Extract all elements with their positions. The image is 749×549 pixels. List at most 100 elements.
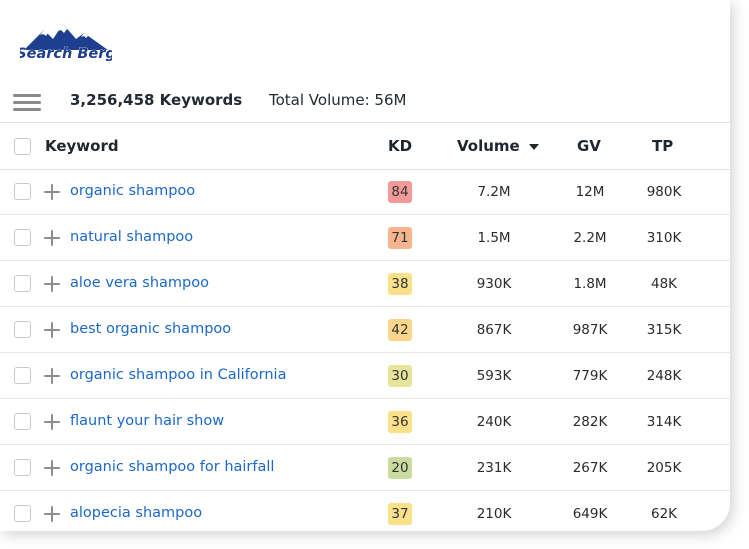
row-checkbox-cell: [14, 399, 31, 444]
gv-cell: 1.8M: [573, 275, 607, 292]
row-checkbox-cell: [14, 491, 31, 531]
keyword-cell: alopecia shampoo: [70, 491, 202, 531]
select-all-checkbox[interactable]: [14, 137, 31, 155]
tp-cell: 248K: [646, 367, 682, 384]
column-header-volume[interactable]: Volume: [457, 123, 539, 169]
volume-cell: 7.2M: [477, 183, 511, 200]
table-row: flaunt your hair show 36 240K 282K 314K: [0, 399, 730, 445]
keyword-cell: organic shampoo for hairfall: [70, 445, 274, 490]
tp-cell: 980K: [646, 183, 682, 200]
keyword-link[interactable]: aloe vera shampoo: [70, 274, 209, 291]
kd-cell: 30: [388, 353, 412, 398]
tp-cell: 315K: [646, 321, 682, 338]
keyword-cell: natural shampoo: [70, 215, 193, 260]
table-row: aloe vera shampoo 38 930K 1.8M 48K: [0, 261, 730, 307]
add-keyword-cell: [44, 215, 60, 260]
keyword-link[interactable]: flaunt your hair show: [70, 412, 225, 429]
gv-cell: 282K: [572, 413, 608, 430]
table-row: organic shampoo 84 7.2M 12M 980K: [0, 169, 730, 215]
keyword-cell: aloe vera shampoo: [70, 261, 209, 306]
keyword-link[interactable]: organic shampoo for hairfall: [70, 458, 275, 475]
mountain-logo-icon: Search Berg: [20, 24, 112, 62]
row-checkbox-cell: [14, 169, 31, 214]
summary-bar: 3,256,458 Keywords Total Volume: 56M: [0, 80, 730, 122]
total-volume: Total Volume: 56M: [269, 91, 407, 109]
table-row: organic shampoo for hairfall 20 231K 267…: [0, 445, 730, 491]
keyword-cell: organic shampoo: [70, 169, 195, 214]
volume-cell: 593K: [476, 367, 512, 384]
plus-icon[interactable]: [44, 459, 60, 476]
add-keyword-cell: [44, 307, 60, 352]
tp-cell: 205K: [646, 459, 682, 476]
plus-icon[interactable]: [44, 505, 60, 522]
plus-icon[interactable]: [44, 413, 60, 430]
column-header-keyword[interactable]: Keyword: [45, 137, 119, 155]
keyword-panel: Search Berg 3,256,458 Keywords Total Vol…: [0, 20, 730, 531]
gv-cell: 649K: [572, 505, 608, 522]
kd-badge: 30: [388, 364, 412, 387]
plus-icon[interactable]: [44, 275, 60, 292]
row-checkbox-cell: [14, 307, 31, 352]
plus-icon[interactable]: [44, 183, 60, 200]
volume-cell: 930K: [476, 275, 512, 292]
kd-badge: 42: [388, 318, 412, 341]
keyword-cell: flaunt your hair show: [70, 399, 224, 444]
gv-cell: 779K: [572, 367, 608, 384]
keyword-link[interactable]: best organic shampoo: [70, 321, 232, 337]
add-keyword-cell: [44, 399, 60, 444]
kd-cell: 42: [388, 307, 412, 352]
tp-cell: 48K: [650, 275, 678, 292]
gv-cell: 2.2M: [573, 229, 607, 246]
row-checkbox[interactable]: [14, 183, 31, 200]
row-checkbox[interactable]: [14, 505, 31, 522]
row-checkbox[interactable]: [14, 275, 31, 292]
row-checkbox[interactable]: [14, 367, 31, 384]
select-all-checkbox-cell: [14, 123, 31, 169]
tp-cell: 62K: [650, 505, 678, 522]
add-keyword-cell: [44, 491, 60, 531]
kd-badge: 36: [388, 410, 412, 433]
keyword-link[interactable]: organic shampoo: [70, 182, 196, 199]
add-keyword-cell: [44, 445, 60, 490]
kd-cell: 37: [388, 491, 412, 531]
row-checkbox-cell: [14, 215, 31, 260]
keyword-cell: best organic shampoo: [70, 307, 231, 352]
table-row: alopecia shampoo 37 210K 649K 62K: [0, 491, 730, 531]
table-row: best organic shampoo 42 867K 987K 315K: [0, 307, 730, 353]
kd-cell: 20: [388, 445, 412, 490]
search-berg-logo: Search Berg: [20, 20, 112, 66]
kd-badge: 84: [388, 180, 412, 203]
kd-cell: 36: [388, 399, 412, 444]
volume-cell: 231K: [476, 459, 512, 476]
tp-cell: 314K: [646, 413, 682, 430]
kd-cell: 71: [388, 215, 412, 260]
keyword-link[interactable]: alopecia shampoo: [70, 504, 203, 521]
plus-icon[interactable]: [44, 367, 60, 384]
tp-cell: 310K: [646, 229, 682, 246]
plus-icon[interactable]: [44, 229, 60, 246]
gv-cell: 987K: [572, 321, 608, 338]
column-header-gv[interactable]: GV: [577, 137, 601, 155]
plus-icon[interactable]: [44, 321, 60, 338]
table-header: Keyword KD Volume GV TP: [0, 122, 730, 170]
kd-cell: 38: [388, 261, 412, 306]
keyword-link[interactable]: organic shampoo in California: [70, 366, 287, 383]
row-checkbox[interactable]: [14, 229, 31, 246]
row-checkbox[interactable]: [14, 413, 31, 430]
keywords-count: 3,256,458 Keywords: [70, 91, 243, 109]
row-checkbox[interactable]: [14, 321, 31, 338]
kd-badge: 37: [388, 502, 412, 525]
row-checkbox[interactable]: [14, 459, 31, 476]
caret-down-icon[interactable]: [528, 143, 539, 150]
hamburger-icon[interactable]: [13, 92, 41, 112]
volume-cell: 210K: [476, 505, 512, 522]
add-keyword-cell: [44, 353, 60, 398]
gv-cell: 12M: [575, 183, 605, 200]
column-header-tp[interactable]: TP: [652, 137, 674, 155]
kd-badge: 20: [388, 456, 412, 479]
row-checkbox-cell: [14, 445, 31, 490]
kd-badge: 71: [388, 226, 412, 249]
column-header-kd[interactable]: KD: [388, 137, 413, 155]
row-checkbox-cell: [14, 353, 31, 398]
keyword-link[interactable]: natural shampoo: [70, 228, 194, 245]
